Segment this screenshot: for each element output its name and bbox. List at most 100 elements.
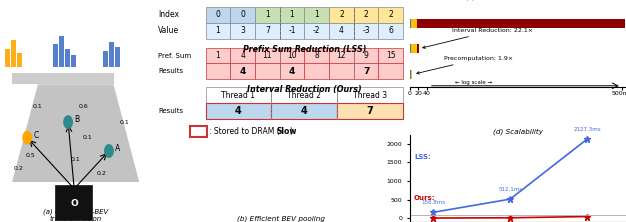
Bar xyxy=(205,87,272,103)
Text: 3: 3 xyxy=(240,26,245,35)
Bar xyxy=(230,23,255,39)
Text: Thread 1: Thread 1 xyxy=(222,91,255,100)
Text: 1: 1 xyxy=(215,26,220,35)
Text: 12: 12 xyxy=(337,51,346,60)
Text: Thread 2: Thread 2 xyxy=(287,91,321,100)
Bar xyxy=(53,44,58,67)
Bar xyxy=(115,47,120,67)
Bar xyxy=(411,19,418,28)
Bar xyxy=(205,48,230,63)
Text: C: C xyxy=(33,131,39,140)
Text: 8: 8 xyxy=(314,51,319,60)
Text: 1: 1 xyxy=(265,10,270,19)
Bar xyxy=(59,36,64,67)
Bar xyxy=(280,48,304,63)
Bar xyxy=(205,63,230,79)
Text: 6: 6 xyxy=(388,26,393,35)
Text: -1: -1 xyxy=(288,26,295,35)
Text: 4: 4 xyxy=(240,51,245,60)
Bar xyxy=(410,70,411,79)
Bar xyxy=(411,70,413,79)
Bar xyxy=(411,44,418,53)
Text: 4: 4 xyxy=(301,106,308,116)
Text: 0.2: 0.2 xyxy=(96,171,106,176)
Bar xyxy=(103,51,108,67)
Bar xyxy=(354,23,379,39)
Bar xyxy=(329,7,354,23)
Bar xyxy=(280,63,304,79)
Text: 2127.3ms: 2127.3ms xyxy=(573,127,601,132)
Text: (a) Camera-to-BEV
transformation: (a) Camera-to-BEV transformation xyxy=(43,208,108,222)
Bar xyxy=(410,19,411,28)
Bar xyxy=(65,49,70,67)
Text: 11: 11 xyxy=(262,51,272,60)
Text: 2: 2 xyxy=(364,10,369,19)
Text: 15: 15 xyxy=(386,51,396,60)
Bar xyxy=(280,7,304,23)
Text: Ours:: Ours: xyxy=(414,195,436,201)
Bar xyxy=(71,56,76,67)
Text: 512.1ms: 512.1ms xyxy=(498,187,522,192)
Text: 10: 10 xyxy=(287,51,297,60)
Text: Precomputation: 1.9×: Precomputation: 1.9× xyxy=(417,56,513,74)
Text: 7: 7 xyxy=(363,67,369,76)
Text: Slow: Slow xyxy=(277,127,297,136)
Text: -2: -2 xyxy=(313,26,321,35)
Text: LSS:: LSS: xyxy=(414,154,431,160)
Title: (d) Scalability: (d) Scalability xyxy=(493,128,543,135)
Bar xyxy=(255,23,280,39)
Bar xyxy=(190,126,207,137)
Bar xyxy=(4,49,10,67)
Text: 0: 0 xyxy=(240,10,245,19)
Bar xyxy=(379,7,403,23)
Bar xyxy=(329,48,354,63)
Bar xyxy=(337,87,403,103)
Text: 9: 9 xyxy=(364,51,369,60)
Text: 0.6: 0.6 xyxy=(78,104,88,109)
Text: 1: 1 xyxy=(314,10,319,19)
Bar xyxy=(255,7,280,23)
Bar xyxy=(354,63,379,79)
Bar xyxy=(379,48,403,63)
Bar xyxy=(272,103,337,119)
Text: Pref. Sum: Pref. Sum xyxy=(158,52,191,59)
Text: -3: -3 xyxy=(362,26,370,35)
Bar xyxy=(205,23,230,39)
Text: 4: 4 xyxy=(339,26,344,35)
Bar xyxy=(418,44,419,53)
Bar xyxy=(354,7,379,23)
Text: Index: Index xyxy=(158,10,179,19)
Polygon shape xyxy=(12,84,139,182)
Bar xyxy=(304,23,329,39)
Circle shape xyxy=(105,145,113,157)
Text: : Stored to DRAM (: : Stored to DRAM ( xyxy=(209,127,280,136)
Text: 2: 2 xyxy=(389,10,393,19)
Bar xyxy=(304,48,329,63)
Text: Prefix Sum Reduction (LSS): Prefix Sum Reduction (LSS) xyxy=(243,45,366,54)
Text: 0.1: 0.1 xyxy=(33,104,43,109)
Text: ← log scale →: ← log scale → xyxy=(455,80,492,85)
Circle shape xyxy=(64,116,73,128)
Bar xyxy=(304,63,329,79)
Bar xyxy=(255,48,280,63)
Bar xyxy=(329,23,354,39)
Bar xyxy=(418,19,625,28)
Bar xyxy=(230,48,255,63)
Bar xyxy=(379,23,403,39)
Bar xyxy=(17,53,22,67)
Bar xyxy=(205,103,272,119)
Bar xyxy=(379,63,403,79)
Text: 0.1: 0.1 xyxy=(119,120,129,125)
Bar xyxy=(280,23,304,39)
FancyBboxPatch shape xyxy=(56,186,92,220)
Text: 0.1: 0.1 xyxy=(83,135,93,140)
Bar xyxy=(205,7,230,23)
Bar xyxy=(354,48,379,63)
Text: O: O xyxy=(70,199,78,208)
Text: 7: 7 xyxy=(265,26,270,35)
Text: 1: 1 xyxy=(290,10,294,19)
Bar xyxy=(304,7,329,23)
Bar xyxy=(255,63,280,79)
Text: 2: 2 xyxy=(339,10,344,19)
Text: 0: 0 xyxy=(215,10,220,19)
